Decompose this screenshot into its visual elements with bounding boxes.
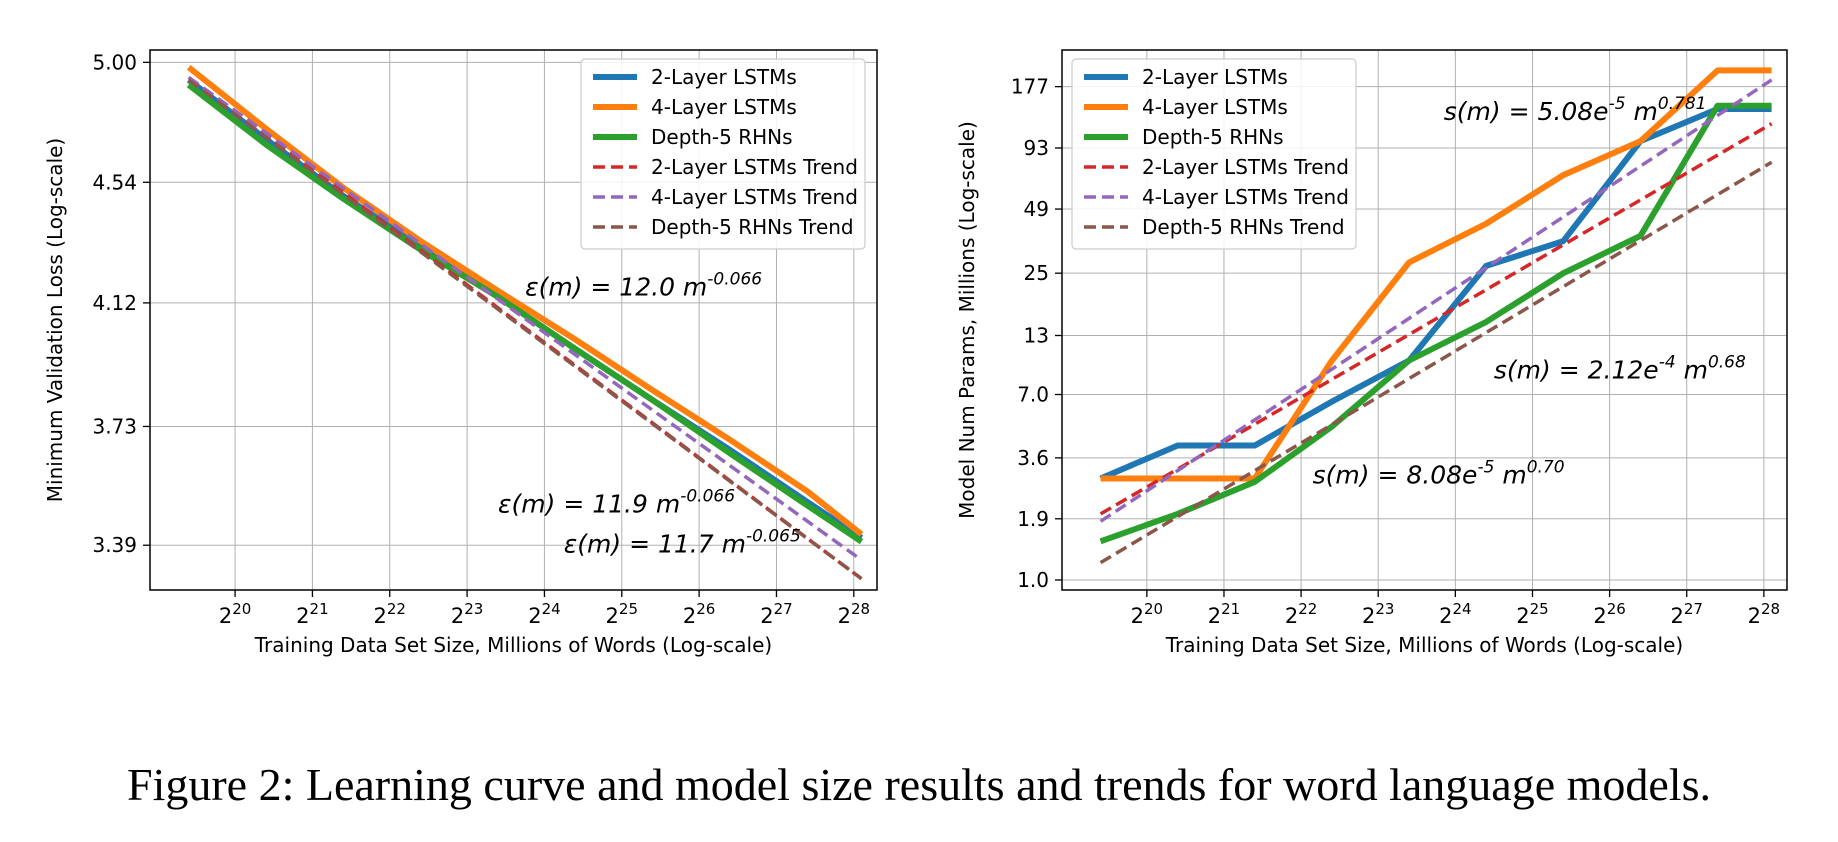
legend-label: 4-Layer LSTMs xyxy=(1142,95,1288,119)
x-tick-label: 226 xyxy=(1593,600,1625,628)
series-line-depth-5-rhns xyxy=(1099,102,1772,545)
x-tick-label: 221 xyxy=(296,600,328,628)
y-tick-label: 1.9 xyxy=(1017,507,1049,531)
learning-curve-chart: 220 221 222 223 224 225 226 227 228 3.39 3.73 4.12 4… xyxy=(43,49,878,657)
legend: 2-Layer LSTMs 4-Layer LSTMs Depth-5 RHNs 2-… xyxy=(580,58,866,250)
x-tick-label: 223 xyxy=(451,600,483,628)
y-tick-label: 13 xyxy=(1024,324,1049,348)
legend: 2-Layer LSTMs 4-Layer LSTMs Depth-5 RHNs 2-… xyxy=(1071,58,1357,250)
x-tick-label: 224 xyxy=(1439,600,1471,628)
x-tick-label: 220 xyxy=(219,600,251,628)
x-axis-label: Training Data Set Size, Millions of Word… xyxy=(1165,633,1683,657)
x-tick-label: 227 xyxy=(760,600,792,628)
x-tick-label: 226 xyxy=(683,600,715,628)
series-line-4-layer-lstms-trend xyxy=(1099,78,1773,523)
y-tick-label: 177 xyxy=(1011,75,1049,99)
figure-caption: Figure 2: Learning curve and model size … xyxy=(127,759,1711,810)
legend-label: 4-Layer LSTMs xyxy=(651,95,797,119)
legend-label: 2-Layer LSTMs Trend xyxy=(651,155,858,179)
legend-label: Depth-5 RHNs Trend xyxy=(651,215,854,239)
series-line-depth-5-rhns-trend xyxy=(1099,160,1773,565)
legend-label: 2-Layer LSTMs xyxy=(651,65,797,89)
y-tick-label: 3.39 xyxy=(92,533,137,557)
equation-annotation: ε(m) = 12.0 m-0.066 xyxy=(525,269,762,301)
x-axis-label: Training Data Set Size, Millions of Word… xyxy=(254,633,772,657)
plot-frame xyxy=(1061,49,1788,591)
plot-frame xyxy=(149,49,878,591)
y-tick-label: 93 xyxy=(1024,136,1049,160)
equation-annotation: ε(m) = 11.9 m-0.066 xyxy=(498,487,735,519)
x-tick-label: 222 xyxy=(1285,600,1317,628)
legend-label: 4-Layer LSTMs Trend xyxy=(1142,185,1349,209)
legend-label: 2-Layer LSTMs Trend xyxy=(1142,155,1349,179)
x-tick-label: 220 xyxy=(1131,600,1163,628)
model-size-chart: 220 221 222 223 224 225 226 227 228 1.0 1.9 3.6 7.0 1… xyxy=(955,49,1788,657)
legend-label: 4-Layer LSTMs Trend xyxy=(651,185,858,209)
y-tick-label: 5.00 xyxy=(92,50,137,74)
y-tick-label: 49 xyxy=(1024,197,1049,221)
x-tick-label: 224 xyxy=(528,600,560,628)
legend-label: Depth-5 RHNs xyxy=(651,125,793,149)
series-line-4-layer-lstms-trend xyxy=(187,75,863,562)
legend-box xyxy=(580,58,866,250)
series-line-depth-5-rhns xyxy=(186,82,864,545)
x-tick-label: 221 xyxy=(1208,600,1240,628)
y-tick-label: 7.0 xyxy=(1017,383,1049,407)
series-line-4-layer-lstms xyxy=(186,64,864,537)
x-tick-label: 223 xyxy=(1362,600,1394,628)
x-tick-label: 222 xyxy=(374,600,406,628)
equation-annotation: s(m) = 8.08e-5 m0.70 xyxy=(1313,458,1565,490)
equation-annotation: ε(m) = 11.7 m-0.065 xyxy=(564,527,801,559)
x-tick-label: 228 xyxy=(1748,600,1780,628)
x-tick-label: 225 xyxy=(1516,600,1548,628)
x-tick-label: 228 xyxy=(838,600,870,628)
series-line-4-layer-lstms xyxy=(1100,67,1772,482)
legend-label: 2-Layer LSTMs xyxy=(1142,65,1288,89)
y-tick-label: 3.73 xyxy=(92,414,137,438)
y-tick-label: 1.0 xyxy=(1017,568,1049,592)
legend-label: Depth-5 RHNs xyxy=(1142,125,1284,149)
y-axis-label: Minimum Validation Loss (Log-scale) xyxy=(43,138,67,502)
x-tick-label: 227 xyxy=(1670,600,1702,628)
y-tick-label: 3.6 xyxy=(1017,446,1049,470)
legend-box xyxy=(1071,58,1357,250)
series-line-depth-5-rhns-trend xyxy=(187,78,863,581)
equation-annotation: s(m) = 5.08e-5 m0.781 xyxy=(1444,94,1707,126)
y-tick-label: 25 xyxy=(1024,261,1049,285)
y-tick-label: 4.54 xyxy=(92,170,137,194)
legend-label: Depth-5 RHNs Trend xyxy=(1142,215,1345,239)
y-axis-label: Model Num Params, Millions (Log-scale) xyxy=(955,121,979,519)
y-tick-label: 4.12 xyxy=(92,291,137,315)
equation-annotation: s(m) = 2.12e-4 m0.68 xyxy=(1494,352,1746,384)
x-tick-label: 225 xyxy=(606,600,638,628)
